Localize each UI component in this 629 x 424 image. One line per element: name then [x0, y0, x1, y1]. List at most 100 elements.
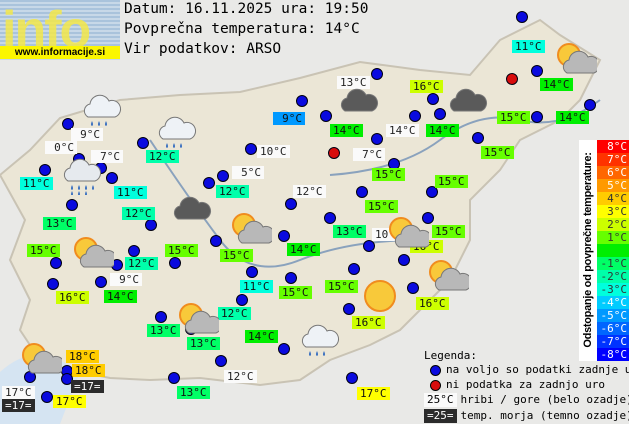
station-temperature: 15°C [481, 146, 514, 159]
station-temperature: 14°C [287, 243, 320, 256]
station-dot[interactable] [516, 11, 528, 23]
missing-station-dot[interactable] [506, 73, 518, 85]
station-dot[interactable] [371, 68, 383, 80]
station-dot[interactable] [285, 272, 297, 284]
station-temperature: 15°C [165, 244, 198, 257]
sun-cloud-icon [18, 341, 66, 385]
station-dot[interactable] [236, 294, 248, 306]
missing-station-dot[interactable] [328, 147, 340, 159]
station-temperature: 12°C [224, 370, 257, 383]
station-dot[interactable] [217, 170, 229, 182]
station-dot[interactable] [41, 391, 53, 403]
station-temperature: 15°C [220, 249, 253, 262]
station-temperature: 16°C [56, 291, 89, 304]
station-temperature: 17°C [357, 387, 390, 400]
station-dot[interactable] [324, 212, 336, 224]
station-dot[interactable] [278, 343, 290, 355]
scale-step: 6°C [597, 166, 629, 179]
station-temperature: 12°C [125, 257, 158, 270]
station-dot[interactable] [145, 219, 157, 231]
legend-sea-text: temp. morja (temno ozadje) [460, 409, 629, 422]
station-temperature: 13°C [333, 225, 366, 238]
legend-missing-text: ni podatka za zadnjo uro [446, 378, 605, 391]
station-temperature: 12°C [146, 150, 179, 163]
scale-step: -2°C [597, 270, 629, 283]
scale-step: -1°C [597, 257, 629, 270]
sun-icon [360, 278, 404, 322]
station-dot[interactable] [348, 263, 360, 275]
station-dot[interactable] [47, 278, 59, 290]
station-dot[interactable] [398, 254, 410, 266]
station-dot[interactable] [169, 257, 181, 269]
station-dot[interactable] [427, 93, 439, 105]
station-dot[interactable] [137, 137, 149, 149]
station-temperature: 14°C [386, 124, 419, 137]
station-dot[interactable] [39, 164, 51, 176]
station-dot[interactable] [61, 373, 73, 385]
station-temperature: 9°C [110, 273, 142, 286]
station-temperature: 12°C [216, 185, 249, 198]
date-time: Datum: 16.11.2025 ura: 19:50 [124, 1, 369, 17]
legend-missing: ni podatka za zadnjo uro [430, 378, 605, 392]
station-dot[interactable] [215, 355, 227, 367]
station-temperature: =17= [71, 380, 104, 393]
station-temperature: 12°C [218, 307, 251, 320]
station-dot[interactable] [426, 186, 438, 198]
station-temperature: 11°C [114, 186, 147, 199]
station-dot[interactable] [246, 266, 258, 278]
station-dot[interactable] [363, 240, 375, 252]
scale-step: -4°C [597, 296, 629, 309]
station-dot[interactable] [409, 110, 421, 122]
station-dot[interactable] [584, 99, 596, 111]
station-dot[interactable] [434, 108, 446, 120]
station-dot[interactable] [320, 110, 332, 122]
station-dot[interactable] [210, 235, 222, 247]
station-temperature: 18°C [66, 350, 99, 363]
station-dot[interactable] [285, 198, 297, 210]
scale-title-box: Odstopanje od povprečne temperature: [579, 140, 597, 361]
station-dot[interactable] [50, 257, 62, 269]
station-dot[interactable] [296, 95, 308, 107]
station-dot[interactable] [106, 172, 118, 184]
station-dot[interactable] [66, 199, 78, 211]
station-temperature: 18°C [72, 364, 105, 377]
blue-dot-icon [430, 364, 441, 376]
station-dot[interactable] [472, 132, 484, 144]
scale-step: 7°C [597, 153, 629, 166]
rain-cloud-icon [80, 91, 124, 135]
station-temperature: 15°C [365, 200, 398, 213]
station-temperature: 16°C [416, 297, 449, 310]
logo-url[interactable]: www.informacije.si [0, 46, 120, 59]
station-dot[interactable] [356, 186, 368, 198]
station-dot[interactable] [422, 212, 434, 224]
station-dot[interactable] [531, 65, 543, 77]
sun-cloud-icon [175, 301, 223, 345]
legend-mountain: 25°C hribi / gore (belo ozadje) [424, 393, 629, 407]
station-dot[interactable] [128, 245, 140, 257]
station-temperature: 11°C [240, 280, 273, 293]
scale-step: -7°C [597, 335, 629, 348]
scale-step: 5°C [597, 179, 629, 192]
rain-cloud-icon [155, 113, 199, 157]
station-temperature: 12°C [293, 185, 326, 198]
station-dot[interactable] [155, 311, 167, 323]
station-temperature: 15°C [279, 286, 312, 299]
station-dot[interactable] [203, 177, 215, 189]
station-temperature: 0°C [45, 141, 77, 154]
station-dot[interactable] [168, 372, 180, 384]
station-dot[interactable] [95, 276, 107, 288]
station-dot[interactable] [62, 118, 74, 130]
station-dot[interactable] [245, 143, 257, 155]
station-dot[interactable] [278, 230, 290, 242]
station-dot[interactable] [371, 133, 383, 145]
station-dot[interactable] [346, 372, 358, 384]
scale-step [597, 244, 629, 257]
sun-cloud-icon [553, 41, 601, 85]
station-dot[interactable] [407, 282, 419, 294]
scale-step: 4°C [597, 192, 629, 205]
station-dot[interactable] [531, 111, 543, 123]
scale-step: -6°C [597, 322, 629, 335]
logo[interactable]: info www.informacije.si [0, 0, 120, 60]
station-dot[interactable] [343, 303, 355, 315]
legend-available: na voljo so podatki zadnje ure [430, 363, 629, 377]
